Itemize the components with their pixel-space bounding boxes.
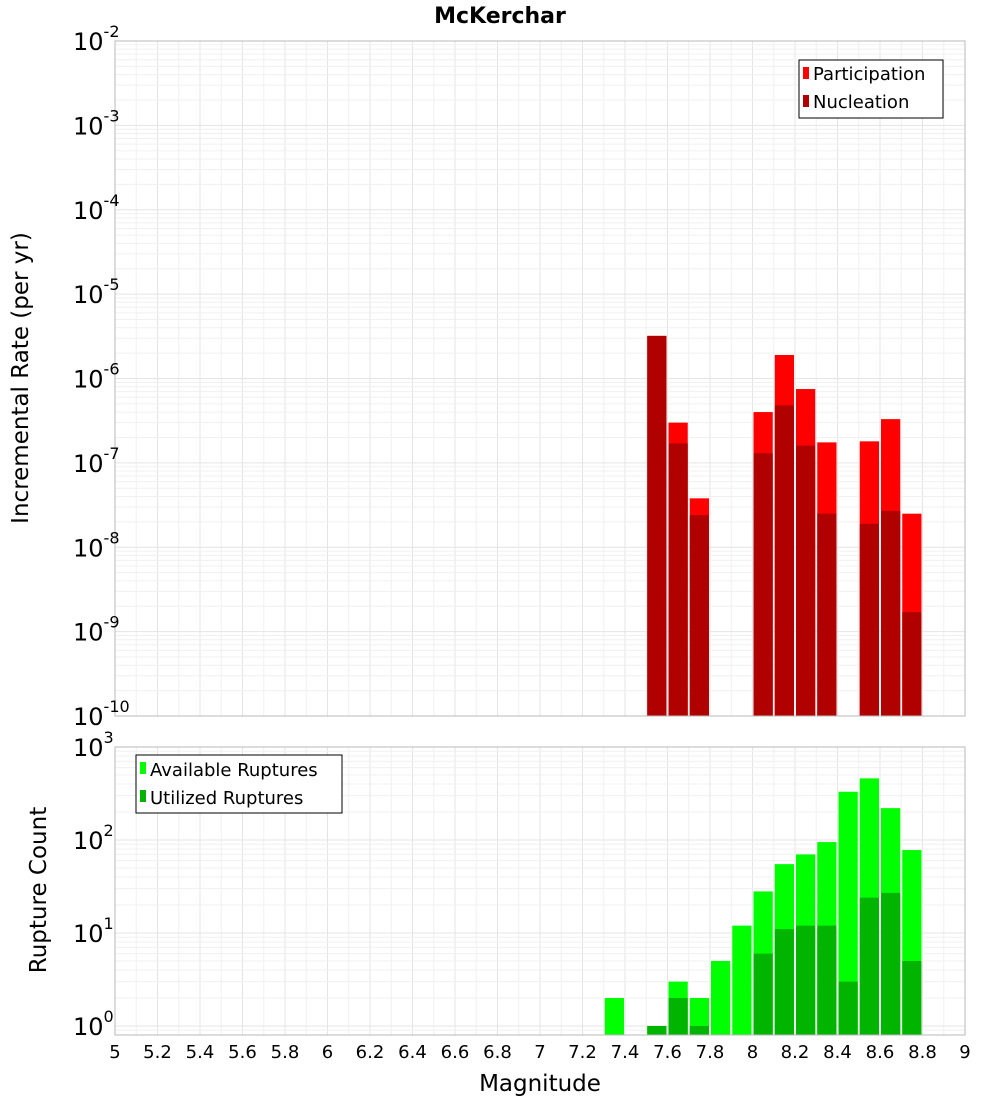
y-tick-label: 10-4 <box>73 191 120 225</box>
x-tick-label: 6.2 <box>356 1042 385 1063</box>
top-y-tick-labels: 10-10 10-9 10-8 10-7 10-6 10-5 10-4 10-3 10-2 <box>73 22 130 731</box>
bar-utilized-ruptures <box>859 897 879 1035</box>
chart-title: McKerchar <box>434 4 566 29</box>
legend-swatch-participation <box>803 67 809 79</box>
bar-utilized-ruptures <box>647 1025 667 1035</box>
bottom-y-tick-labels: 100 101 102 103 <box>73 728 114 1041</box>
x-tick-label: 5.2 <box>143 1042 172 1063</box>
bar-utilized-ruptures <box>689 1025 709 1035</box>
y-tick-label: 10-3 <box>73 106 120 140</box>
y-tick-label: 100 <box>73 1007 114 1041</box>
bottom-y-axis-label: Rupture Count <box>26 807 52 973</box>
x-tick-label: 8.2 <box>781 1042 810 1063</box>
bar-available-ruptures <box>711 960 731 1035</box>
bar-nucleation <box>753 453 773 716</box>
x-tick-label: 8.4 <box>823 1042 852 1063</box>
bar-utilized-ruptures <box>838 981 858 1035</box>
top-plot-frame <box>114 40 966 717</box>
top-legend-box <box>798 59 944 119</box>
x-tick-label: 8.8 <box>908 1042 937 1063</box>
y-tick-label: 101 <box>73 914 114 948</box>
bar-nucleation <box>902 612 922 716</box>
y-tick-label: 10-9 <box>73 613 120 647</box>
y-tick-label: 102 <box>73 821 114 855</box>
x-tick-label: 6.8 <box>483 1042 512 1063</box>
legend-label-utilized-ruptures: Utilized Ruptures <box>150 788 303 809</box>
bar-utilized-ruptures <box>668 997 688 1035</box>
bar-nucleation <box>796 445 816 716</box>
y-tick-label: 10-7 <box>73 444 120 478</box>
y-tick-label: 10-8 <box>73 528 120 562</box>
top-plot-grid <box>114 40 966 717</box>
bar-nucleation <box>774 405 794 716</box>
bar-nucleation <box>668 443 688 716</box>
legend-label-nucleation: Nucleation <box>813 92 909 113</box>
bar-utilized-ruptures <box>774 929 794 1035</box>
x-tick-label: 5.6 <box>228 1042 257 1063</box>
x-tick-label: 8 <box>747 1042 758 1063</box>
bar-available-ruptures <box>732 925 752 1035</box>
x-tick-label: 5 <box>109 1042 120 1063</box>
bar-utilized-ruptures <box>817 925 837 1035</box>
bar-utilized-ruptures <box>881 892 901 1035</box>
bar-nucleation <box>689 515 709 716</box>
x-tick-label: 7.2 <box>568 1042 597 1063</box>
bar-nucleation <box>817 513 837 716</box>
bar-available-ruptures <box>838 791 858 1035</box>
bottom-plot-bars <box>604 778 922 1035</box>
x-tick-label: 7 <box>534 1042 545 1063</box>
legend-swatch-available-ruptures <box>140 762 146 774</box>
x-tick-label: 7.4 <box>611 1042 640 1063</box>
legend-swatch-nucleation <box>803 95 809 107</box>
top-plot-bars <box>647 335 922 716</box>
x-tick-label: 7.8 <box>696 1042 725 1063</box>
bar-utilized-ruptures <box>753 953 773 1035</box>
top-y-axis-label: Incremental Rate (per yr) <box>8 232 34 524</box>
x-tick-labels: 5 5.2 5.4 5.6 5.8 6 6.2 6.4 6.6 6.8 7 7.2 7.4 7.6 7.8 8… <box>109 1042 970 1063</box>
y-tick-label: 10-6 <box>73 360 120 394</box>
bar-nucleation <box>859 523 879 716</box>
x-tick-label: 5.4 <box>186 1042 215 1063</box>
y-tick-label: 10-5 <box>73 275 120 309</box>
bar-available-ruptures <box>689 997 709 1035</box>
bottom-legend: Available Ruptures Utilized Ruptures <box>135 754 343 814</box>
bar-utilized-ruptures <box>796 925 816 1035</box>
bar-nucleation <box>881 510 901 716</box>
legend-label-available-ruptures: Available Ruptures <box>150 760 318 781</box>
bottom-plot-frame <box>114 746 966 1036</box>
y-tick-label: 10-10 <box>73 697 130 731</box>
x-tick-label: 6 <box>322 1042 333 1063</box>
bar-nucleation <box>647 335 667 716</box>
x-tick-label: 6.6 <box>441 1042 470 1063</box>
y-tick-label: 103 <box>73 728 114 762</box>
legend-label-participation: Participation <box>813 64 925 85</box>
bottom-legend-box <box>135 754 343 814</box>
x-tick-label: 9 <box>959 1042 970 1063</box>
x-tick-label: 5.8 <box>271 1042 300 1063</box>
x-tick-label: 6.4 <box>398 1042 427 1063</box>
bar-available-ruptures <box>604 997 624 1035</box>
x-tick-label: 7.6 <box>653 1042 682 1063</box>
bar-utilized-ruptures <box>902 960 922 1035</box>
legend-swatch-utilized-ruptures <box>140 790 146 802</box>
x-axis-label: Magnitude <box>479 1071 601 1097</box>
top-legend: Participation Nucleation <box>798 59 944 119</box>
x-tick-label: 8.6 <box>866 1042 895 1063</box>
y-tick-label: 10-2 <box>73 22 120 56</box>
